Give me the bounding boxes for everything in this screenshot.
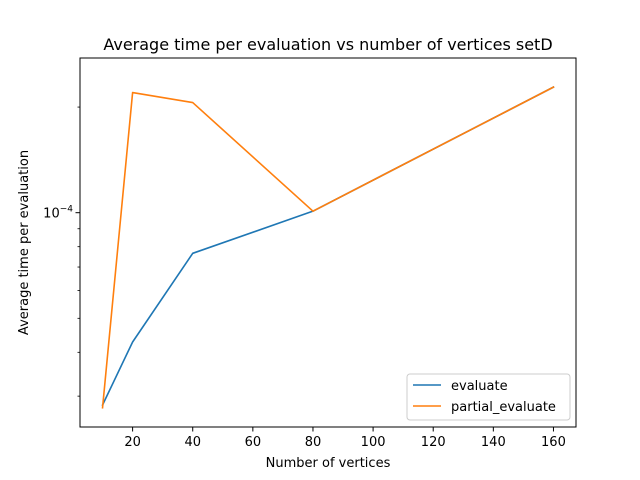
- x-tick-label: 120: [421, 435, 446, 450]
- chart-title: Average time per evaluation vs number of…: [103, 35, 552, 54]
- series-lines: [101, 86, 555, 409]
- x-tick-label: 20: [124, 435, 141, 450]
- x-axis-ticks: 20 40 60 80 100 120 140 160: [124, 427, 566, 450]
- x-tick-label: 140: [481, 435, 506, 450]
- x-tick-label: 160: [541, 435, 566, 450]
- y-axis-label: Average time per evaluation: [17, 150, 32, 335]
- x-tick-label: 40: [184, 435, 201, 450]
- legend: evaluate partial_evaluate: [406, 373, 571, 421]
- y-tick-label: 10−4: [43, 205, 73, 222]
- legend-label: partial_evaluate: [451, 400, 556, 415]
- x-tick-label: 100: [361, 435, 386, 450]
- x-tick-label: 80: [305, 435, 322, 450]
- series-line-partial_evaluate: [101, 86, 555, 409]
- legend-box: [406, 373, 571, 421]
- axes-frame: [79, 57, 577, 428]
- y-axis-ticks: 10−4: [43, 106, 80, 397]
- legend-label: evaluate: [451, 379, 508, 394]
- x-axis-label: Number of vertices: [266, 456, 391, 471]
- x-tick-label: 60: [245, 435, 262, 450]
